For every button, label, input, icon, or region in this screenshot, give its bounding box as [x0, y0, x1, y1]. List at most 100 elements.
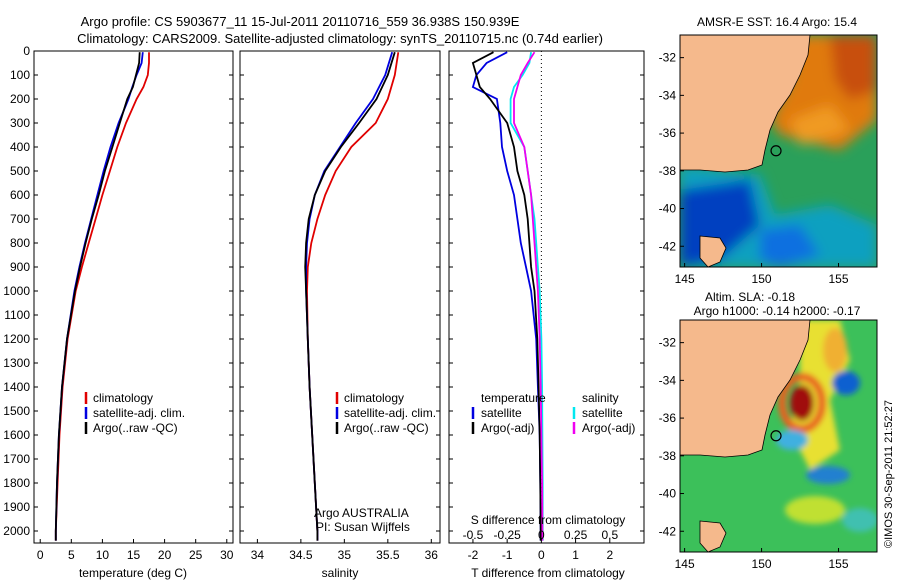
x-tick-label: -2 — [468, 548, 479, 562]
sst-map-title: AMSR-E SST: 16.4 Argo: 15.4 — [697, 15, 857, 29]
y-tick-label: 400 — [10, 140, 30, 154]
x-tick-label: 1 — [572, 548, 579, 562]
sla-orange-eddy — [823, 328, 847, 372]
sst-cool-patch — [760, 225, 820, 267]
series-line-3 — [513, 51, 544, 541]
y-tick-label: 700 — [10, 212, 30, 226]
sla-map-panel: Altim. SLA: -0.18 Argo h1000: -0.14 h200… — [659, 290, 878, 571]
legend-title-salinity: salinity — [582, 391, 619, 405]
map-y-tick-label: -32 — [659, 336, 677, 350]
y-tick-label: 1300 — [3, 356, 30, 370]
legend-title-temperature: temperature — [481, 391, 546, 405]
y-tick-label: 1200 — [3, 332, 30, 346]
sla-map-title-line2: Argo h1000: -0.14 h2000: -0.17 — [694, 304, 861, 318]
sst-tasmania — [699, 235, 727, 267]
map-y-tick-label: -38 — [659, 164, 677, 178]
x-tick-label: 15 — [127, 548, 141, 562]
x-tick-label: 35 — [338, 548, 352, 562]
sla-cyan-patch — [842, 508, 877, 532]
legend-label-temp-argo: Argo(-adj) — [481, 421, 534, 435]
y-tick-label: 300 — [10, 116, 30, 130]
sst-australia-coast — [680, 35, 811, 173]
legend-label-argo: Argo(..raw -QC) — [93, 421, 178, 435]
salinity-panel: 34 34.5 35 35.5 36 salinity climatology sate… — [239, 50, 441, 580]
map-y-tick-label: -36 — [659, 411, 677, 425]
map-y-tick-label: -42 — [659, 524, 677, 538]
series-line-2 — [509, 52, 544, 541]
argo-pi-annotation: PI: Susan Wijffels — [316, 520, 410, 534]
salinity-xlabel: salinity — [322, 566, 359, 580]
y-tick-label: 900 — [10, 260, 30, 274]
y-tick-label: 200 — [10, 92, 30, 106]
y-tick-label: 0 — [23, 44, 30, 58]
y-tick-label: 1400 — [3, 380, 30, 394]
x-tick-label: 20 — [158, 548, 172, 562]
y-tick-label: 1700 — [3, 452, 30, 466]
map-y-tick-label: -34 — [659, 373, 677, 387]
sst-warm-eddy — [790, 105, 850, 145]
legend-label-argo: Argo(..raw -QC) — [344, 421, 429, 435]
sla-red-eddy-rim — [778, 373, 826, 433]
map-y-tick-label: -40 — [659, 487, 677, 501]
map-x-tick-label: 150 — [752, 272, 772, 286]
series-line-2 — [54, 52, 141, 541]
y-tick-label: 800 — [10, 236, 30, 250]
legend-label-satellite: satellite-adj. clim. — [344, 406, 436, 420]
map-x-tick-label: 150 — [752, 557, 772, 571]
map-x-tick-label: 145 — [675, 557, 695, 571]
t-difference-label: T difference from climatology — [471, 566, 625, 580]
sla-map-frame — [679, 319, 878, 553]
map-x-tick-label: 155 — [829, 557, 849, 571]
x-tick-label: 0 — [37, 548, 44, 562]
x-tick-label: 25 — [189, 548, 203, 562]
y-tick-label: 1100 — [4, 308, 30, 322]
figure-title-line1: Argo profile: CS 5903677_11 15-Jul-2011 … — [81, 14, 520, 29]
x-tick-label: 34 — [251, 548, 265, 562]
series-line-1 — [471, 51, 542, 541]
top-tick-label: -0.25 — [493, 528, 521, 542]
top-tick-label: 0 — [538, 528, 545, 542]
salinity-axes-frame — [239, 50, 441, 544]
map-y-tick-label: -38 — [659, 449, 677, 463]
map-x-tick-label: 145 — [675, 272, 695, 286]
map-y-tick-label: -34 — [659, 88, 677, 102]
sla-cyan-eddy — [776, 430, 808, 450]
y-tick-label: 2000 — [3, 524, 30, 538]
sla-map-title-line1: Altim. SLA: -0.18 — [705, 290, 795, 304]
x-tick-label: 34.5 — [289, 548, 313, 562]
sla-red-eddy — [790, 385, 814, 421]
legend-label-satellite: satellite-adj. clim. — [93, 406, 185, 420]
difference-legend-temperature: temperature satellite Argo(-adj) — [471, 391, 546, 435]
y-tick-label: 1800 — [3, 476, 30, 490]
sst-map-frame — [679, 34, 878, 268]
x-tick-label: 35.5 — [376, 548, 400, 562]
sla-australia-coast — [680, 320, 811, 458]
sst-map-panel: AMSR-E SST: 16.4 Argo: 15.4 145 150 155 -32… — [659, 15, 878, 286]
map-y-tick-label: -40 — [659, 202, 677, 216]
y-tick-label: 1600 — [3, 428, 30, 442]
map-y-tick-label: -36 — [659, 126, 677, 140]
legend-label-climatology: climatology — [344, 391, 404, 405]
x-tick-label: 36 — [425, 548, 439, 562]
sst-hot-core — [830, 35, 877, 100]
map-y-tick-label: -32 — [659, 51, 677, 65]
y-tick-label: 500 — [10, 164, 30, 178]
sla-tasmania — [699, 520, 727, 552]
y-tick-label: 1500 — [3, 404, 30, 418]
top-tick-label: 0.5 — [601, 528, 618, 542]
x-tick-label: 5 — [68, 548, 75, 562]
legend-label-temp-satellite: satellite — [481, 406, 522, 420]
y-tick-label: 1000 — [3, 284, 30, 298]
map-x-tick-label: 155 — [829, 272, 849, 286]
y-tick-label: 600 — [10, 188, 30, 202]
temperature-xlabel: temperature (deg C) — [79, 566, 187, 580]
s-difference-label: S difference from climatology — [471, 513, 626, 527]
series-line-2 — [304, 51, 396, 541]
sla-blue-eddy — [832, 371, 860, 395]
map-y-tick-label: -42 — [659, 239, 677, 253]
x-tick-label: 2 — [606, 548, 613, 562]
top-tick-label: 0.25 — [564, 528, 588, 542]
difference-axes-frame — [448, 50, 645, 544]
legend-label-sal-argo: Argo(-adj) — [582, 421, 635, 435]
